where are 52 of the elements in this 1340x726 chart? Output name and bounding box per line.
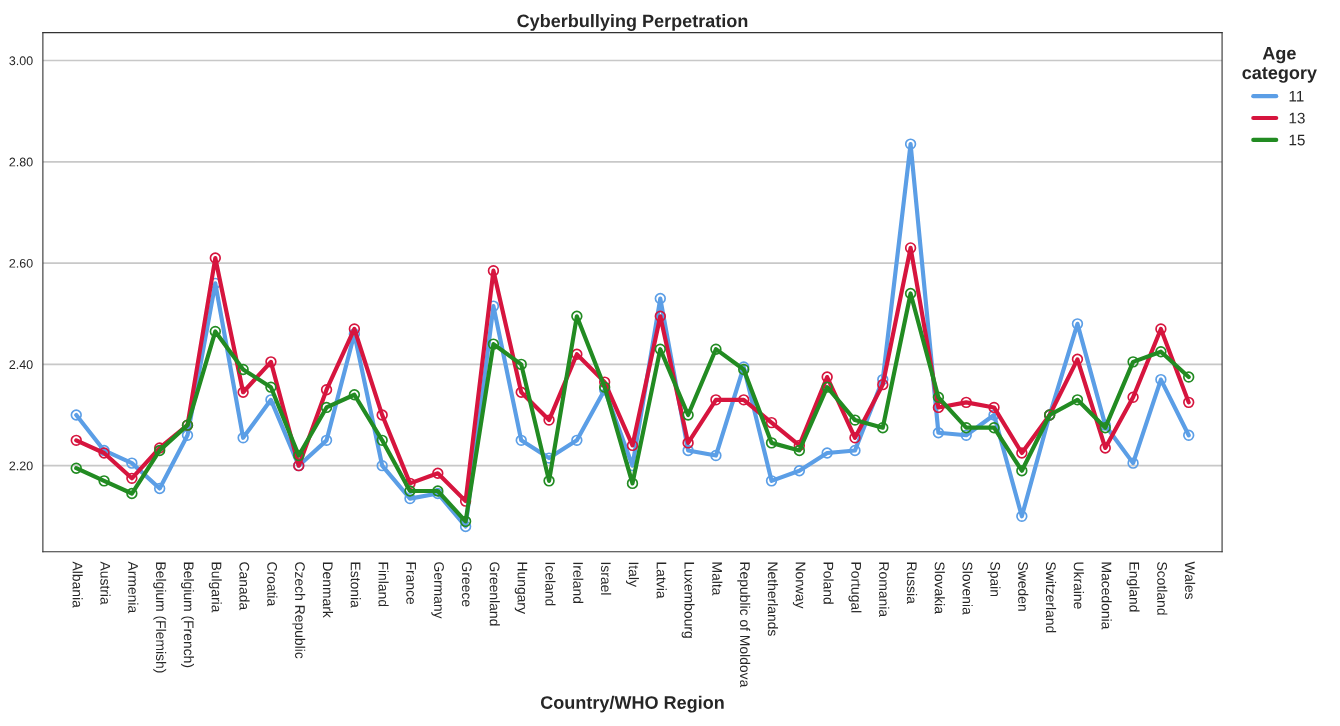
x-tick-label: Canada <box>239 562 250 611</box>
x-tick-label: England <box>1126 562 1140 612</box>
x-tick-label: Ukraine <box>1073 562 1084 609</box>
x-tick-label: Sweden <box>1018 562 1029 611</box>
x-tick-label: Switzerland <box>1045 562 1057 633</box>
x-tick-label: Ireland <box>573 562 584 604</box>
x-tick-label: Wales <box>1184 561 1196 600</box>
x-tick-label: Scotland <box>1157 562 1168 615</box>
x-tick-label: Belgium (French) <box>181 562 194 668</box>
x-tick-label: Slovakia <box>934 562 945 614</box>
y-tick-label: 2.80 <box>9 157 33 167</box>
y-tick-label: 2.20 <box>9 461 33 471</box>
x-tick-label: Armenia <box>128 561 139 614</box>
x-tick-label: Romania <box>879 562 890 618</box>
chart-title: Cyberbullying Perpetration <box>517 14 748 31</box>
x-tick-label: Macedonia <box>1101 562 1112 630</box>
x-tick-label: Greece <box>461 562 472 607</box>
x-tick-label: Israel <box>600 562 612 595</box>
x-tick-label: Netherlands <box>767 562 779 636</box>
x-tick-label: Norway <box>792 562 806 609</box>
legend-label: 13 <box>1289 112 1305 124</box>
y-tick-label: 2.40 <box>9 360 33 370</box>
legend-title: Age category <box>1242 47 1317 83</box>
x-tick-label: Denmark <box>322 562 334 618</box>
x-tick-label: Spain <box>987 562 1001 597</box>
x-tick-label: Czech Republic <box>292 562 306 659</box>
x-tick-label: Albania <box>72 561 83 608</box>
x-axis-title: Country/WHO Region <box>540 695 724 713</box>
x-tick-label: Greenland <box>489 562 500 626</box>
x-tick-label: France <box>406 562 416 605</box>
x-tick-label: Poland <box>823 562 834 604</box>
x-tick-label: Luxembourg <box>681 562 695 638</box>
x-tick-label: Estonia <box>350 562 361 608</box>
y-tick-label: 3.00 <box>9 56 33 66</box>
legend-label: 15 <box>1289 134 1305 146</box>
x-tick-label: Bulgaria <box>208 562 222 613</box>
x-tick-label: Russia <box>906 562 918 604</box>
x-tick-label: Slovenia <box>962 562 973 615</box>
x-tick-label: Hungary <box>514 562 528 614</box>
x-tick-label: Finland <box>378 562 389 607</box>
x-tick-label: Republic of Moldova <box>737 562 751 688</box>
x-tick-label: Malta <box>712 562 723 596</box>
x-tick-label: Belgium (Flemish) <box>153 562 167 673</box>
x-tick-label: Italy <box>626 562 639 587</box>
x-tick-label: Iceland <box>545 562 556 606</box>
x-tick-label: Austria <box>100 561 111 605</box>
x-tick-label: Portugal <box>848 562 862 613</box>
x-tick-label: Latvia <box>656 562 667 599</box>
legend-label: 11 <box>1289 90 1304 102</box>
x-tick-label: Germany <box>431 562 444 619</box>
y-tick-label: 2.60 <box>9 258 33 268</box>
x-tick-label: Croatia <box>267 562 278 607</box>
